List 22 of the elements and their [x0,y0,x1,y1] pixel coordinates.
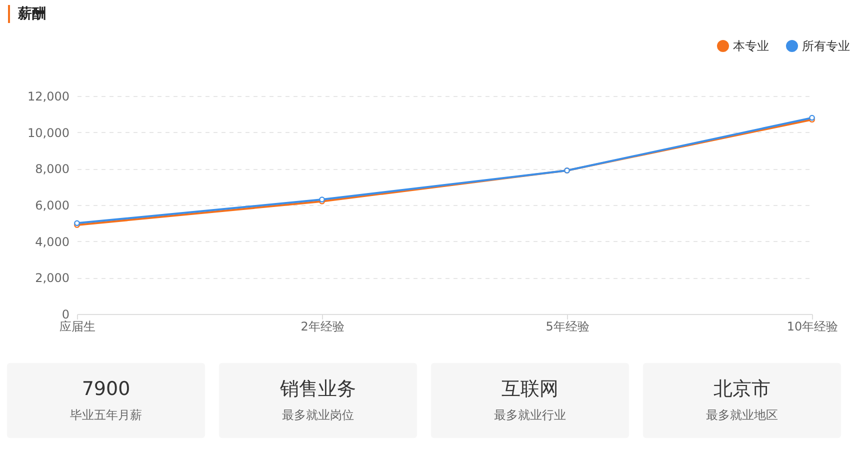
x-tick-label: 应届生 [60,320,96,334]
legend-label: 本专业 [733,39,769,53]
legend-label: 所有专业 [802,39,850,53]
text: 北京市 [712,377,772,401]
text: 最多就业地区 [705,407,779,424]
x-tick-label: 10年经验 [786,320,838,334]
text: 最多就业岗位 [281,407,355,424]
text: 互联网 [500,377,560,401]
text: 7900 [80,377,132,401]
text: 销售业务 [279,377,357,401]
y-tick-label: 12,000 [28,90,70,104]
x-tick-label: 2年经验 [300,320,344,334]
text: 毕业五年月薪 [69,407,143,424]
y-tick-label: 10,000 [28,126,70,140]
y-tick-label: 4,000 [35,234,70,249]
text: 最多就业行业 [493,407,567,424]
y-tick-label: 6,000 [35,198,70,212]
y-tick-label: 0 [62,308,70,322]
chart-title: 薪酬 [8,5,46,23]
y-tick-label: 8,000 [35,162,70,176]
y-tick-label: 2,000 [35,271,70,286]
x-tick-label: 5年经验 [546,320,590,334]
